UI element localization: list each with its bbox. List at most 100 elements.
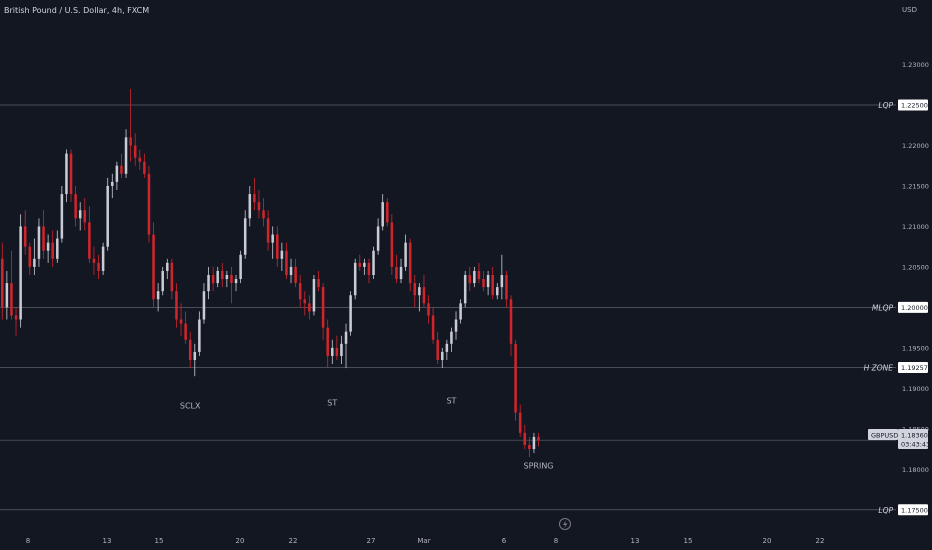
candle-body	[262, 210, 265, 219]
candle	[147, 165, 151, 243]
candle	[88, 206, 91, 263]
candle	[294, 258, 297, 288]
level-name: LQP	[878, 506, 893, 515]
candle-body	[221, 270, 224, 280]
candle	[395, 254, 398, 284]
candle	[111, 173, 114, 199]
candle	[56, 230, 59, 263]
candle-body	[390, 222, 394, 267]
candle-body	[33, 258, 36, 267]
candle-body	[170, 262, 174, 292]
candle-body	[395, 266, 398, 280]
candle-body	[23, 226, 27, 247]
candle-body	[37, 226, 41, 259]
candle	[92, 246, 96, 275]
candle-body	[28, 246, 32, 267]
candle-body	[14, 315, 18, 320]
candle	[285, 242, 288, 280]
candle	[386, 198, 389, 227]
candle	[367, 258, 371, 284]
candle	[445, 339, 449, 360]
candle	[129, 88, 132, 162]
candle	[399, 258, 403, 284]
candle	[65, 149, 68, 203]
currency-label: USD	[902, 6, 917, 14]
level-label: 1.20000	[901, 304, 928, 312]
candle	[468, 266, 472, 292]
candle-body	[143, 161, 146, 174]
candle-body	[97, 262, 100, 271]
candle	[46, 234, 50, 263]
candle	[161, 266, 164, 296]
time-tick-label: 22	[289, 537, 298, 545]
price-tick-label: 1.23000	[902, 61, 929, 69]
price-tick-label: 1.18000	[902, 466, 929, 474]
candle	[376, 218, 380, 255]
candle-body	[211, 275, 215, 284]
candle	[28, 242, 32, 275]
candle-body	[523, 432, 527, 445]
symbol-badge-text: GBPUSD	[871, 432, 898, 440]
candle	[477, 262, 481, 284]
candle-body	[202, 291, 206, 320]
time-tick-label: 6	[502, 537, 507, 545]
candle	[262, 198, 265, 227]
candle-body	[321, 287, 325, 328]
candle-body	[129, 137, 132, 146]
candle	[78, 202, 82, 231]
candle-body	[253, 194, 256, 203]
candle	[216, 266, 219, 288]
candle	[257, 190, 261, 219]
candle	[308, 295, 311, 320]
candle	[10, 250, 13, 320]
candle	[225, 270, 229, 288]
candle-body	[1, 258, 4, 308]
candle	[253, 177, 256, 211]
candle	[463, 270, 467, 308]
candle-body	[344, 331, 348, 344]
candle	[69, 149, 73, 203]
level-labels: LQP 1.22500 MLQP 1.20000 H ZONE 1.19257 LQP 1.1…	[864, 99, 928, 516]
candle-body	[248, 194, 252, 219]
candle-body	[234, 279, 238, 284]
price-tick-label: 1.21500	[902, 182, 929, 190]
level-name: H ZONE	[864, 364, 894, 373]
candle-body	[106, 185, 109, 247]
candle	[271, 226, 274, 259]
chart-title: British Pound / U.S. Dollar, 4h, FXCM	[4, 6, 149, 15]
candle-body	[266, 218, 270, 243]
candle	[505, 270, 508, 308]
candle-body	[445, 343, 449, 352]
time-tick-label: 27	[367, 537, 376, 545]
time-axis[interactable]: 8 13 15 20 22 27 Mar 6 8 13 15 20 22	[26, 537, 825, 545]
time-tick-label: 20	[236, 537, 245, 545]
candle	[51, 230, 54, 267]
lightning-icon[interactable]	[559, 518, 571, 530]
candle-body	[101, 246, 105, 271]
candle	[298, 275, 302, 308]
candle-body	[463, 275, 467, 304]
candle	[436, 331, 439, 365]
candle-body	[188, 339, 192, 360]
candle-body	[193, 351, 197, 360]
candle-body	[312, 279, 316, 312]
candle-body	[60, 194, 64, 239]
candle	[491, 266, 494, 300]
candle	[234, 275, 238, 292]
candle	[450, 327, 453, 352]
candle-body	[381, 202, 384, 227]
candle-body	[404, 242, 407, 267]
candle	[115, 161, 119, 190]
candle	[166, 258, 169, 280]
candle	[537, 432, 540, 447]
time-tick-label: 15	[684, 537, 693, 545]
candle	[193, 343, 197, 377]
candle	[33, 238, 36, 275]
candle	[188, 331, 192, 369]
level-label-bg	[898, 504, 928, 516]
candle-body	[468, 275, 472, 284]
candle	[5, 270, 9, 320]
candle-body	[56, 238, 59, 259]
candle	[124, 129, 128, 178]
